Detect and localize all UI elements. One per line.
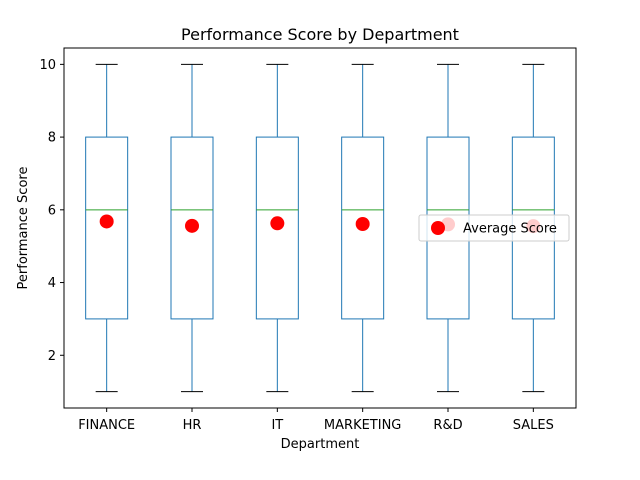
y-tick-label: 4 (48, 276, 56, 291)
chart-title: Performance Score by Department (181, 25, 459, 44)
average-point (270, 216, 285, 231)
average-point (185, 218, 199, 233)
x-tick-label: FINANCE (78, 418, 135, 433)
y-tick-label: 8 (48, 131, 56, 146)
average-point (355, 217, 370, 231)
x-tick-label: HR (183, 418, 202, 433)
x-tick-label: SALES (513, 418, 554, 433)
y-tick-label: 6 (48, 203, 56, 218)
legend-frame (418, 214, 570, 242)
legend: Average Score (418, 214, 570, 242)
legend-marker-average (431, 221, 445, 235)
x-tick-label: MARKETING (324, 418, 401, 433)
box-3 (341, 136, 385, 320)
x-tick-label: R&D (433, 418, 462, 433)
legend-label-average: Average Score (463, 222, 557, 237)
box-1 (170, 136, 214, 320)
box-0 (85, 136, 129, 320)
y-axis-label: Performance Score (16, 167, 31, 290)
x-tick-label: IT (271, 418, 283, 433)
average-point (99, 214, 114, 229)
y-tick-label: 2 (48, 349, 56, 364)
box-2 (255, 136, 299, 320)
plot-frame (63, 47, 577, 409)
x-axis-label: Department (281, 437, 360, 452)
y-tick-label: 10 (39, 58, 56, 73)
